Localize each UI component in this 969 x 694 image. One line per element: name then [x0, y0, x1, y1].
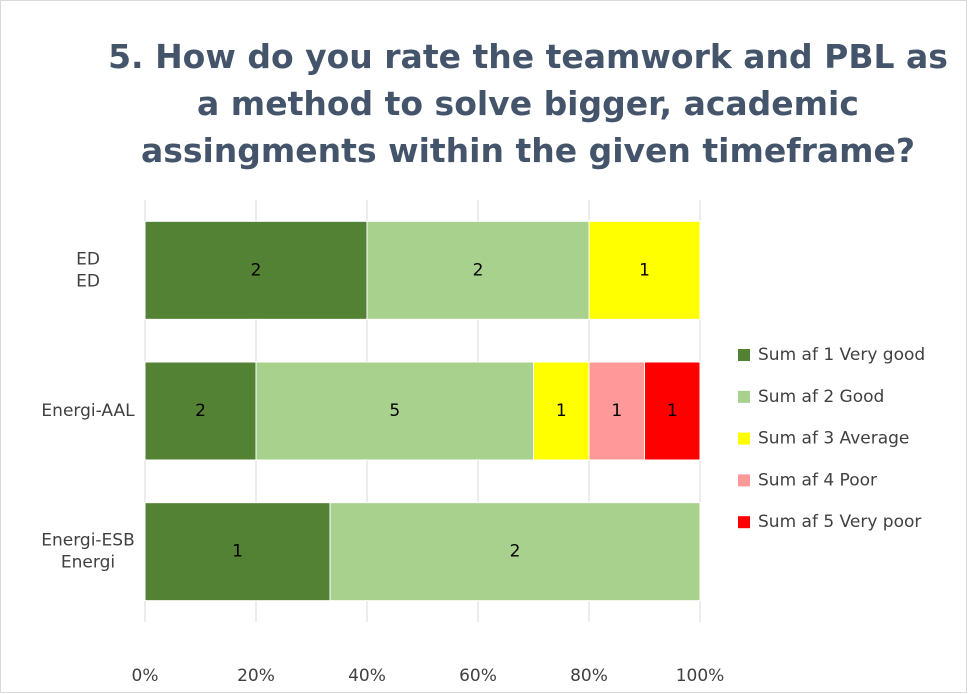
data-label: 1 [556, 401, 567, 421]
data-label: 2 [473, 260, 484, 280]
bar-segment [144, 220, 368, 320]
bar-segment [144, 502, 331, 602]
legend-swatch [738, 516, 750, 529]
y-tick-label: Energi-ESB Energi [41, 531, 135, 573]
legend-swatch [738, 432, 750, 445]
bar-segment [329, 502, 701, 602]
data-label: 2 [510, 542, 521, 562]
x-tick-label: 20% [237, 666, 275, 686]
legend-label: Sum af 4 Poor [758, 470, 877, 490]
data-label: 1 [639, 260, 650, 280]
legend-swatch [738, 349, 750, 361]
bar-segment [255, 361, 534, 461]
y-tick-label: ED ED [76, 249, 100, 291]
chart-title: 5. How do you rate the teamwork and PBL … [108, 37, 948, 170]
x-tick-label: 100% [676, 666, 725, 686]
x-tick-label: 0% [132, 666, 159, 686]
x-tick-label: 60% [459, 666, 497, 686]
legend-label: Sum af 1 Very good [758, 345, 925, 365]
bar-segment [644, 361, 701, 461]
x-tick-label: 40% [348, 666, 386, 686]
legend-label: Sum af 3 Average [758, 429, 909, 449]
data-label: 1 [667, 401, 678, 421]
legend-swatch [738, 474, 750, 487]
x-tick-label: 80% [570, 666, 608, 686]
y-tick-label: Energi-AAL [41, 401, 135, 421]
data-label: 1 [232, 542, 243, 562]
data-label: 2 [251, 260, 262, 280]
data-label: 5 [389, 401, 400, 421]
data-label: 1 [611, 401, 622, 421]
bar-segment [588, 220, 701, 320]
data-label: 2 [195, 401, 206, 421]
legend-label: Sum af 5 Very poor [758, 512, 921, 532]
bar-segment [366, 220, 590, 320]
legend-swatch [738, 390, 750, 403]
bar-segment [588, 361, 645, 461]
legend-label: Sum af 2 Good [758, 387, 884, 407]
bar-segment [144, 361, 257, 461]
